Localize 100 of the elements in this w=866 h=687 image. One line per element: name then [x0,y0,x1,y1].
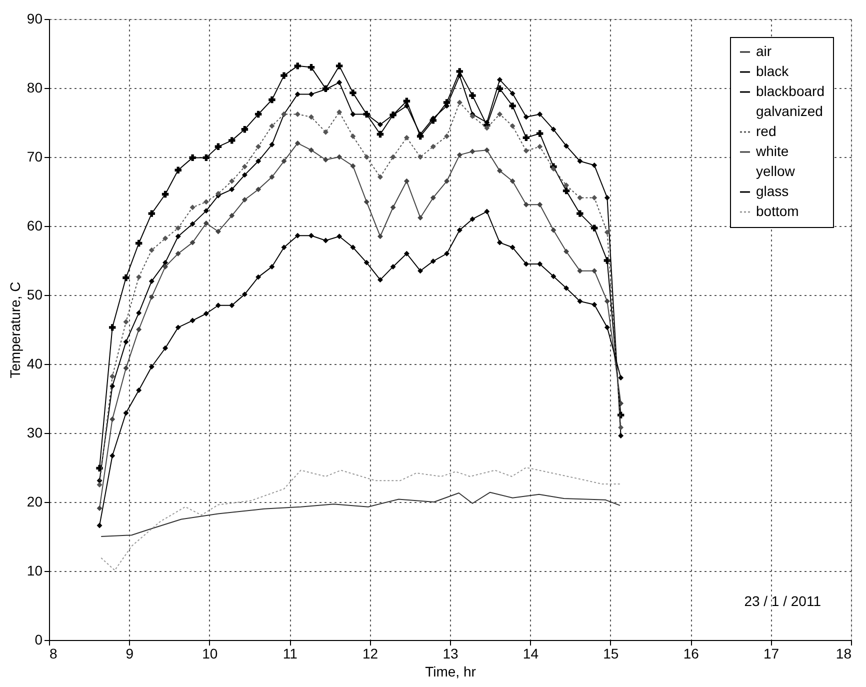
point [308,114,314,120]
point [110,453,116,459]
point [122,274,130,282]
point [509,102,516,110]
point [229,212,235,218]
point [162,236,168,242]
point [364,199,370,205]
point [403,98,410,104]
point [136,387,142,393]
point [162,345,168,351]
point [202,154,210,162]
point [294,140,300,146]
point [269,174,275,180]
x-tick-label: 17 [764,646,780,662]
point [294,91,300,97]
line-series [100,467,621,571]
point [175,225,181,231]
point [110,383,116,389]
point [229,186,235,192]
point [430,144,436,150]
y-tick-label: 60 [26,218,43,234]
point [148,247,154,253]
point [96,464,103,472]
point [418,154,424,160]
point [537,202,543,208]
point [470,216,476,222]
point [537,261,543,267]
point [256,144,262,150]
point [576,210,584,217]
legend-label: red [756,123,776,139]
point [281,158,287,164]
point [604,257,611,264]
point [174,166,182,174]
point [390,204,396,210]
y-axis-title: Temperature, C [6,282,23,378]
point [592,268,598,274]
point [364,154,370,160]
point [510,123,516,129]
point [537,144,543,150]
point [322,238,328,244]
point [456,152,462,158]
point [242,292,248,298]
point [484,147,490,153]
point [256,158,262,164]
point [562,187,570,194]
point [564,182,570,188]
point [350,89,356,96]
point [190,204,196,210]
point [592,302,598,308]
x-tick-label: 18 [836,646,852,662]
point [203,220,209,226]
point [470,114,476,120]
y-tick-label: 70 [26,148,43,164]
legend-label: bottom [756,203,799,219]
point [592,194,598,200]
point [523,114,529,120]
y-tick-label: 80 [26,80,43,96]
point [404,134,410,140]
point [456,100,462,106]
point [377,174,383,180]
point [162,190,169,198]
point [336,80,342,86]
point [336,109,342,115]
point [510,244,516,250]
point [418,268,424,274]
point [443,99,450,106]
point [523,148,529,154]
line-series [100,492,621,537]
point [308,232,314,238]
point [162,260,168,266]
point [536,130,544,137]
legend-label: glass [756,183,789,199]
point [550,274,556,280]
point [350,134,356,140]
x-tick-label: 11 [282,646,298,662]
point [618,424,624,430]
x-tick-label: 15 [603,646,619,662]
point [577,298,583,304]
point [577,194,583,200]
point [377,122,383,128]
point [294,232,300,238]
point [564,143,570,149]
x-tick-label: 9 [126,646,134,662]
point [350,111,356,117]
point [336,62,343,70]
legend-label: blackboard [756,83,824,99]
point [229,178,235,184]
point [510,178,516,184]
point [336,234,342,240]
point [322,129,328,135]
point [577,158,583,164]
point [618,433,624,438]
point [148,294,154,300]
text: galvanized [756,103,823,119]
point [484,208,490,214]
y-tick-label: 20 [26,494,43,510]
point [617,412,624,418]
point [256,274,262,280]
point [404,178,410,184]
point [148,364,154,370]
